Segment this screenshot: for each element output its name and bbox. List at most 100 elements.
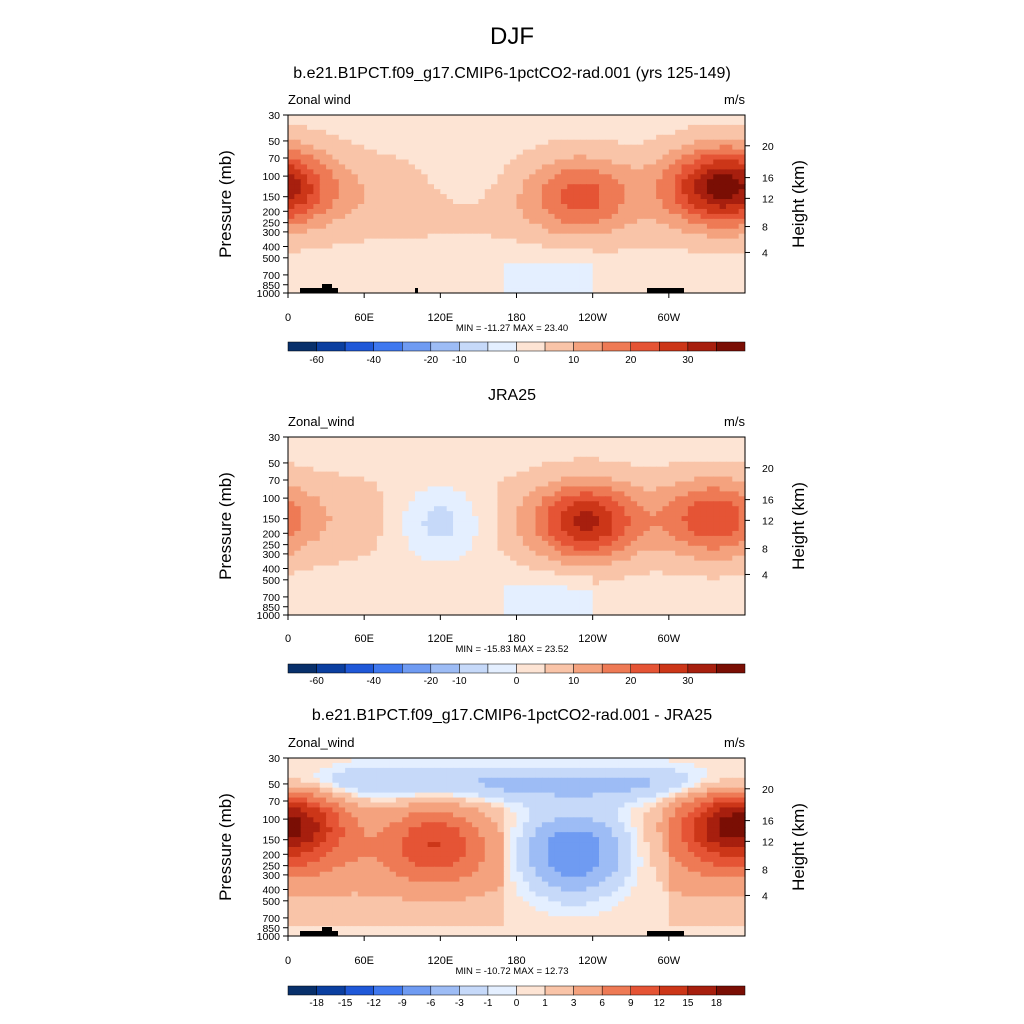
field-cell [345,481,353,488]
field-cell [738,243,746,250]
field-cell [421,456,429,463]
field-cell [484,491,492,497]
field-cell [497,521,505,527]
field-cell [624,575,632,581]
field-cell [599,283,606,289]
field-cell [364,179,372,185]
field-cell [389,466,397,473]
field-cell [694,119,702,126]
field-cell [732,169,740,175]
field-cell [408,253,416,259]
field-cell [408,233,416,240]
field-cell [694,437,702,443]
field-cell [503,189,511,195]
field-cell [497,278,505,284]
field-cell [383,585,391,591]
field-cell [713,550,721,557]
field-cell [706,446,714,453]
field-cell [719,194,727,200]
field-cell [491,550,499,557]
field-cell [713,283,721,289]
field-cell [579,526,587,532]
field-cell [611,521,619,527]
field-cell [611,189,619,195]
field-cell [662,159,670,166]
field-cell [364,446,372,453]
field-cell [706,213,714,220]
field-cell [560,570,568,577]
field-cell [592,129,600,136]
field-cell [389,174,397,180]
field-cell [395,278,403,284]
field-cell [338,506,346,512]
field-cell [408,575,416,581]
field-cell [288,263,295,269]
field-cell [516,164,524,170]
field-cell [389,253,397,259]
field-cell [706,437,714,443]
field-cell [427,179,435,185]
field-cell [478,590,486,596]
field-cell [637,273,645,279]
field-cell [618,184,626,190]
field-cell [592,115,600,121]
field-cell [326,437,334,443]
field-cell [446,233,454,240]
field-cell [364,471,372,478]
field-cell [433,129,441,136]
field-cell [472,233,480,240]
field-cell [307,461,314,468]
field-cell [338,189,346,195]
field-cell [732,466,740,473]
field-cell [668,248,676,255]
field-cell [453,184,460,190]
field-cell [554,115,562,121]
field-cell [319,199,327,205]
field-cell [421,486,429,492]
field-cell [713,223,721,230]
field-cell [529,124,537,131]
field-cell [491,580,499,586]
field-cell [383,159,391,166]
field-cell [326,129,334,136]
field-cell [554,580,562,586]
field-cell [586,491,594,497]
field-cell [440,481,448,488]
field-cell [630,555,638,562]
field-cell [700,471,708,478]
field-cell [567,437,575,443]
field-cell [503,461,511,468]
field-cell [725,288,733,294]
field-cell [618,204,626,210]
field-cell [586,258,594,264]
field-cell [599,273,606,279]
field-cell [345,437,353,443]
field-cell [541,119,549,126]
field-cell [675,159,683,166]
field-cell [656,154,664,161]
field-cell [472,134,480,141]
field-cell [732,149,740,156]
field-cell [662,585,670,591]
field-cell [402,461,410,468]
field-cell [497,139,505,146]
field-cell [319,243,327,250]
field-cell [529,258,537,264]
field-cell [560,506,568,512]
field-cell [332,446,340,453]
field-cell [402,526,410,532]
field-cell [345,580,353,586]
field-cell [307,535,314,542]
field-cell [579,253,587,259]
field-cell [560,243,568,250]
field-cell [446,179,454,185]
field-cell [719,149,727,156]
field-cell [472,129,480,136]
field-cell [529,253,537,259]
field-cell [300,263,308,269]
field-cell [395,283,403,289]
field-cell [522,174,530,180]
field-cell [510,144,518,151]
field-cell [395,154,403,161]
field-cell [465,511,473,517]
